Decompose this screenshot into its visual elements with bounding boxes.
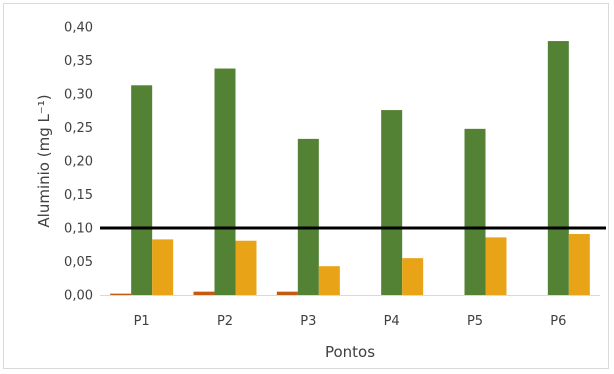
x-tick-label: P5 bbox=[467, 314, 483, 329]
bar bbox=[485, 237, 507, 295]
bar bbox=[297, 138, 319, 295]
x-axis-title: Pontos bbox=[325, 343, 375, 361]
y-axis-title: Aluminio (mg L⁻¹) bbox=[35, 94, 53, 227]
bar bbox=[193, 291, 215, 295]
bar bbox=[214, 68, 236, 295]
x-tick-labels: P1 P2 P3 P4 P5 P6 bbox=[134, 314, 567, 329]
bar bbox=[464, 128, 486, 295]
y-tick-label: 0,25 bbox=[64, 121, 93, 136]
bar bbox=[235, 240, 257, 295]
y-tick-label: 0,10 bbox=[64, 222, 93, 237]
bar bbox=[547, 41, 569, 295]
x-tick-label: P1 bbox=[134, 314, 150, 329]
y-tick-label: 0,40 bbox=[64, 21, 93, 36]
bars bbox=[110, 41, 590, 295]
bar bbox=[131, 85, 153, 295]
y-tick-label: 0,20 bbox=[64, 155, 93, 170]
bar bbox=[568, 234, 590, 295]
x-tick-label: P3 bbox=[300, 314, 316, 329]
y-tick-label: 0,15 bbox=[64, 188, 93, 203]
x-tick-label: P4 bbox=[384, 314, 400, 329]
bar bbox=[152, 239, 174, 295]
y-tick-labels: 0,00 0,05 0,10 0,15 0,20 0,25 0,30 0,35 0,40 bbox=[64, 21, 93, 304]
x-tick-label: P6 bbox=[550, 314, 566, 329]
y-tick-label: 0,05 bbox=[64, 255, 93, 270]
bar bbox=[276, 291, 298, 295]
x-tick-label: P2 bbox=[217, 314, 233, 329]
y-tick-label: 0,00 bbox=[64, 289, 93, 304]
bar bbox=[402, 258, 424, 295]
y-tick-label: 0,30 bbox=[64, 88, 93, 103]
bar bbox=[318, 266, 340, 295]
y-tick-label: 0,35 bbox=[64, 54, 93, 69]
bar bbox=[381, 110, 403, 295]
bar bbox=[110, 293, 132, 295]
